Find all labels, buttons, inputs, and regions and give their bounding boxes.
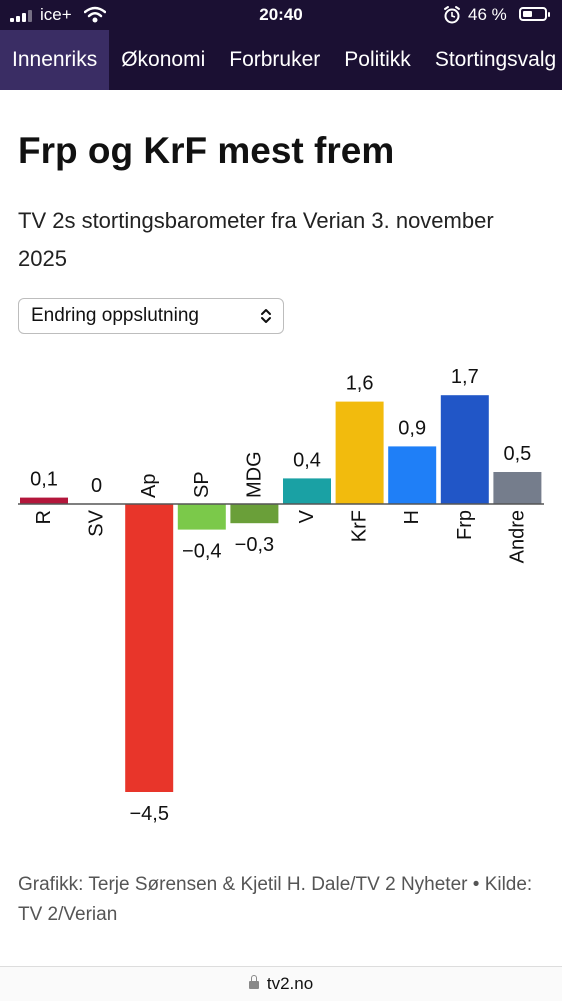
value-label-r: 0,1	[30, 469, 58, 491]
value-label-andre: 0,5	[503, 443, 531, 465]
bar-v	[283, 478, 331, 504]
bar-r	[20, 497, 68, 504]
lock-icon	[248, 974, 259, 989]
category-label-frp: Frp	[454, 510, 476, 540]
tab-okonomi[interactable]: Økonomi	[121, 48, 206, 71]
browser-url-bar[interactable]: tv2.no	[0, 966, 562, 1001]
bar-andre	[493, 472, 542, 504]
section-nav: Innenriks Økonomi Forbruker Politikk Stortin…	[0, 30, 562, 90]
value-label-mdg: −0,3	[235, 534, 274, 556]
clock: 20:40	[259, 5, 303, 24]
battery-percentage: 46 %	[468, 5, 507, 24]
category-label-r: R	[33, 510, 55, 524]
bar-mdg	[230, 504, 279, 524]
chart-credit: Grafikk: Terje Sørensen & Kjetil H. Dale…	[18, 874, 533, 925]
tab-stortingsvalg[interactable]: Stortingsvalg	[434, 48, 557, 71]
battery-icon	[519, 7, 550, 21]
value-label-sv: 0	[91, 475, 102, 497]
tab-innenriks[interactable]: Innenriks	[0, 30, 110, 90]
chevron-up-down-icon	[261, 309, 271, 323]
chart-mode-select[interactable]: Endring oppslutning	[18, 298, 284, 334]
bar-chart: 0,1 R 0 SV −4,5 Ap −0,4 SP −0,3 MDG 0,4 V 1,6 KrF 0,9 H…	[18, 366, 544, 825]
bar-krf	[335, 401, 384, 504]
value-label-krf: 1,6	[346, 373, 374, 395]
carrier-name: ice+	[40, 5, 72, 24]
chart-mode-select-value: Endring oppslutning	[31, 305, 199, 326]
tab-forbruker[interactable]: Forbruker	[229, 48, 321, 71]
bar-frp	[440, 395, 489, 504]
value-label-v: 0,4	[293, 449, 321, 471]
category-label-mdg: MDG	[243, 451, 265, 498]
category-label-andre: Andre	[506, 510, 528, 563]
category-label-sv: SV	[86, 509, 108, 536]
bar-h	[388, 446, 437, 504]
url-text: tv2.no	[266, 974, 314, 993]
category-label-ap: Ap	[138, 474, 160, 498]
chart-subtitle: TV 2s stortingsbarometer fra Verian 3. n…	[18, 208, 494, 271]
cellular-signal-icon	[10, 10, 36, 22]
category-label-krf: KrF	[349, 510, 371, 542]
value-label-h: 0,9	[398, 417, 426, 439]
value-label-frp: 1,7	[451, 366, 479, 388]
value-label-ap: −4,5	[129, 803, 168, 825]
category-label-v: V	[296, 509, 318, 523]
category-label-h: H	[401, 510, 423, 524]
alarm-icon	[444, 6, 460, 24]
status-bar: ice+ 20:40 46 %	[0, 0, 562, 30]
bar-ap	[125, 504, 174, 792]
value-label-sp: −0,4	[182, 541, 221, 563]
tab-politikk[interactable]: Politikk	[344, 48, 411, 71]
category-label-sp: SP	[191, 471, 213, 498]
chart-title: Frp og KrF mest frem	[18, 130, 395, 171]
bar-sp	[177, 504, 226, 530]
wifi-icon	[84, 6, 106, 23]
